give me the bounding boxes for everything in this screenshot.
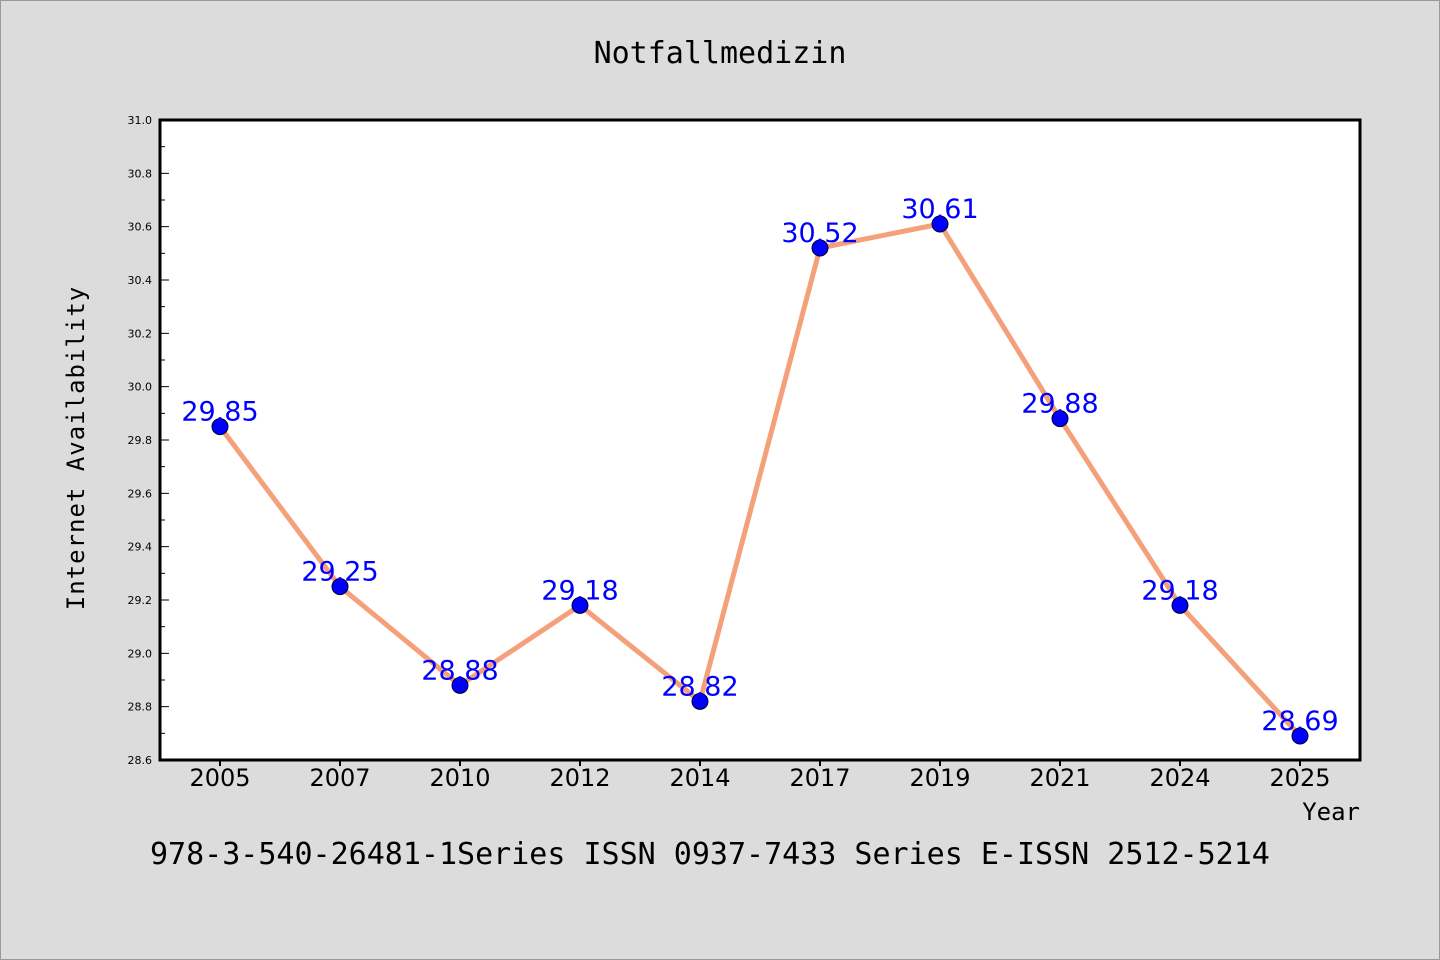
y-tick-label: 29.2 <box>128 594 153 607</box>
x-tick-label: 2007 <box>309 764 370 792</box>
x-tick-label: 2005 <box>189 764 250 792</box>
data-point-marker <box>451 676 469 694</box>
y-tick-label: 28.6 <box>128 754 153 767</box>
data-point-marker <box>1171 596 1189 614</box>
data-point-marker <box>931 215 949 233</box>
footer-identifier: 978-3-540-26481-1Series ISSN 0937-7433 S… <box>150 837 1270 872</box>
data-point-marker <box>1291 727 1309 745</box>
data-point-label: 30.52 <box>781 218 858 249</box>
data-point-label: 29.88 <box>1021 389 1098 420</box>
data-point-label: 28.69 <box>1261 706 1338 737</box>
data-point-label: 28.88 <box>421 655 498 686</box>
data-point-marker <box>571 596 589 614</box>
data-point-label: 30.61 <box>901 194 978 225</box>
data-point-marker <box>811 239 829 257</box>
x-tick-label: 2025 <box>1269 764 1330 792</box>
y-tick-label: 31.0 <box>128 114 153 127</box>
y-tick-label: 28.8 <box>128 701 153 714</box>
data-point-label: 29.18 <box>1141 575 1218 606</box>
data-point-marker <box>691 692 709 710</box>
data-labels: 29.85 29.25 28.88 29.18 28.82 30.52 30.61 29.88… <box>181 194 1338 737</box>
y-axis: 28.6 28.8 29.0 29.2 29.4 29.6 29.8 30.0 30.2 30.4… <box>128 114 169 767</box>
y-tick-label: 30.0 <box>128 381 153 394</box>
y-tick-label: 30.8 <box>128 167 153 180</box>
plot-area <box>158 118 1362 762</box>
data-point-marker <box>211 418 229 436</box>
y-tick-label: 30.4 <box>128 274 153 287</box>
series-line <box>217 221 1303 739</box>
y-tick-label: 29.8 <box>128 434 153 447</box>
chart-title: Notfallmedizin <box>594 36 847 71</box>
y-tick-label: 29.4 <box>128 541 153 554</box>
x-tick-label: 2014 <box>669 764 730 792</box>
x-tick-label: 2024 <box>1149 764 1210 792</box>
data-point-label: 29.85 <box>181 397 258 428</box>
y-tick-label: 29.0 <box>128 647 153 660</box>
data-point-label: 28.82 <box>661 671 738 702</box>
y-tick-label: 30.2 <box>128 327 153 340</box>
x-axis: 2005 2007 2010 2012 2014 2017 2019 2021 2024 2025 <box>189 760 1331 792</box>
x-axis-label: Year <box>1302 798 1360 826</box>
x-tick-label: 2019 <box>909 764 970 792</box>
data-point-marker <box>331 578 349 596</box>
data-point-label: 29.25 <box>301 557 378 588</box>
x-tick-label: 2012 <box>549 764 610 792</box>
y-tick-label: 29.6 <box>128 487 153 500</box>
data-markers <box>211 215 1309 745</box>
x-tick-label: 2017 <box>789 764 850 792</box>
y-tick-label: 30.6 <box>128 221 153 234</box>
data-point-label: 29.18 <box>541 575 618 606</box>
data-point-marker <box>1051 410 1069 428</box>
x-tick-label: 2021 <box>1029 764 1090 792</box>
x-tick-label: 2010 <box>429 764 490 792</box>
y-axis-label: Internet Availability <box>62 286 90 610</box>
